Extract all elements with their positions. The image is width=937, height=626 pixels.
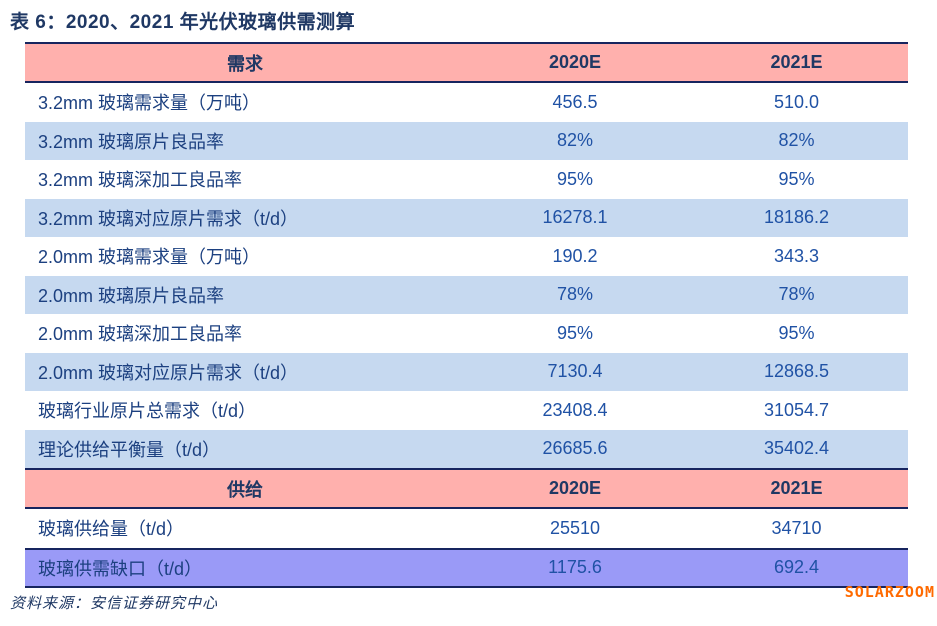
table-row: 2.0mm 玻璃对应原片需求（t/d） 7130.4 12868.5 bbox=[25, 352, 908, 391]
section-header-row: 供给 2020E 2021E bbox=[25, 468, 908, 509]
value-2021e: 510.0 bbox=[773, 91, 820, 112]
value-2021e: 692.4 bbox=[773, 557, 820, 577]
solarzoom-watermark: SOLARZOOM bbox=[844, 583, 935, 601]
row-label: 2.0mm 玻璃需求量（万吨） bbox=[38, 247, 261, 268]
value-2021e: 35402.4 bbox=[763, 438, 830, 459]
value-2020e: 190.2 bbox=[552, 245, 598, 266]
table-row: 2.0mm 玻璃深加工良品率 95% 95% bbox=[25, 314, 908, 353]
value-2021e: 31054.7 bbox=[763, 399, 830, 420]
column-header-2020e: 2020E bbox=[548, 478, 602, 498]
column-header-2021e: 2021E bbox=[770, 52, 823, 72]
source-note: 资料来源：安信证券研究中心 bbox=[10, 596, 219, 612]
row-label: 3.2mm 玻璃对应原片需求（t/d） bbox=[38, 208, 299, 229]
table-row: 2.0mm 玻璃需求量（万吨） 190.2 343.3 bbox=[25, 237, 908, 276]
table-row: 3.2mm 玻璃对应原片需求（t/d） 16278.1 18186.2 bbox=[25, 198, 908, 237]
value-2020e: 23408.4 bbox=[542, 399, 608, 420]
value-2021e: 95% bbox=[778, 322, 815, 343]
value-2020e: 95% bbox=[556, 322, 594, 343]
value-2021e: 78% bbox=[778, 284, 815, 305]
table-row: 3.2mm 玻璃原片良品率 82% 82% bbox=[25, 121, 908, 160]
value-2021e: 18186.2 bbox=[763, 207, 830, 228]
value-2020e: 7130.4 bbox=[547, 361, 603, 382]
table-row: 玻璃供需缺口（t/d） 1175.6 692.4 bbox=[25, 547, 908, 588]
column-header-2021e: 2021E bbox=[770, 478, 823, 498]
supply-demand-table: 需求 2020E 2021E 3.2mm 玻璃需求量（万吨） 456.5 510.0 3.2… bbox=[25, 42, 908, 588]
row-label: 3.2mm 玻璃需求量（万吨） bbox=[38, 93, 261, 114]
table-row: 3.2mm 玻璃需求量（万吨） 456.5 510.0 bbox=[25, 83, 908, 122]
row-label: 3.2mm 玻璃深加工良品率 bbox=[38, 170, 243, 191]
value-2020e: 16278.1 bbox=[542, 207, 608, 228]
section-header-label: 需求 bbox=[227, 53, 263, 74]
value-2021e: 34710 bbox=[771, 517, 822, 538]
value-2021e: 12868.5 bbox=[763, 361, 830, 382]
table-row: 理论供给平衡量（t/d） 26685.6 35402.4 bbox=[25, 429, 908, 468]
table-row: 玻璃供给量（t/d） 25510 34710 bbox=[25, 509, 908, 548]
section-header-label: 供给 bbox=[227, 479, 263, 500]
row-label: 2.0mm 玻璃深加工良品率 bbox=[38, 324, 243, 345]
section-header-row: 需求 2020E 2021E bbox=[25, 42, 908, 83]
column-header-2020e: 2020E bbox=[548, 52, 602, 72]
table-title: 表 6：2020、2021 年光伏玻璃供需测算 bbox=[10, 12, 356, 33]
table-row: 2.0mm 玻璃原片良品率 78% 78% bbox=[25, 275, 908, 314]
value-2020e: 82% bbox=[556, 130, 594, 151]
value-2020e: 78% bbox=[556, 284, 594, 305]
value-2020e: 1175.6 bbox=[548, 557, 602, 577]
value-2020e: 456.5 bbox=[552, 91, 598, 112]
value-2020e: 95% bbox=[556, 168, 594, 189]
row-label: 2.0mm 玻璃原片良品率 bbox=[38, 285, 225, 306]
row-label: 3.2mm 玻璃原片良品率 bbox=[38, 131, 225, 152]
row-label: 2.0mm 玻璃对应原片需求（t/d） bbox=[38, 362, 299, 383]
value-2021e: 82% bbox=[778, 130, 815, 151]
row-label: 玻璃行业原片总需求（t/d） bbox=[38, 401, 257, 422]
row-label: 玻璃供给量（t/d） bbox=[38, 519, 185, 540]
table-row: 玻璃行业原片总需求（t/d） 23408.4 31054.7 bbox=[25, 391, 908, 430]
value-2020e: 26685.6 bbox=[542, 438, 608, 459]
value-2021e: 343.3 bbox=[773, 245, 820, 266]
row-label: 玻璃供需缺口（t/d） bbox=[38, 558, 203, 579]
row-label: 理论供给平衡量（t/d） bbox=[38, 439, 221, 460]
value-2021e: 95% bbox=[778, 168, 815, 189]
value-2020e: 25510 bbox=[549, 517, 601, 538]
table-row: 3.2mm 玻璃深加工良品率 95% 95% bbox=[25, 160, 908, 199]
